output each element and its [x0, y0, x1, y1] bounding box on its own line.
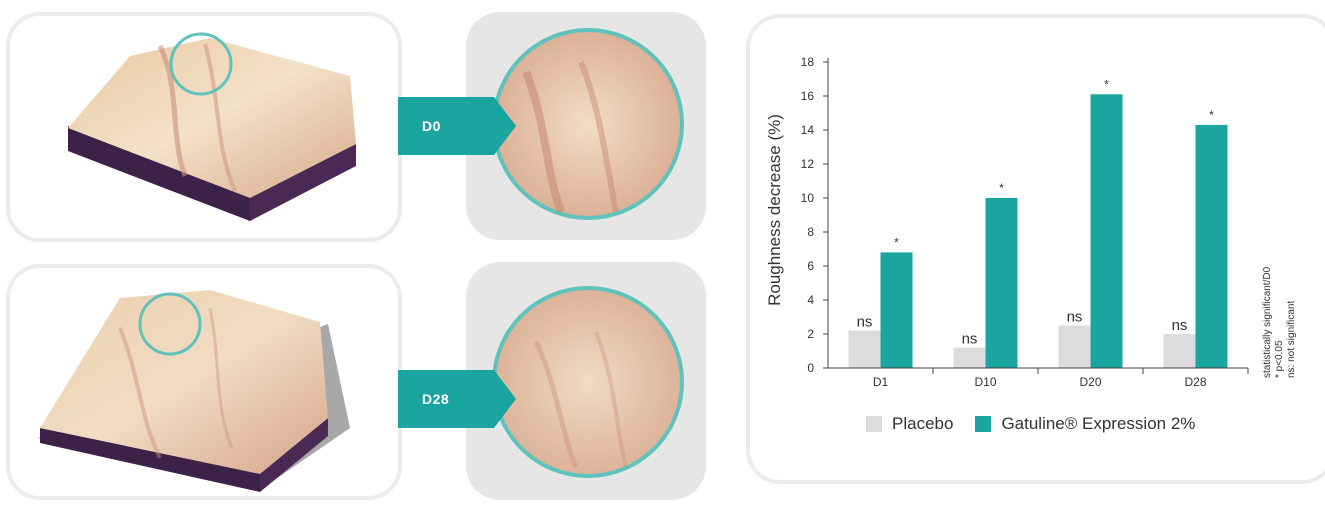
legend-item-gatuline: Gatuline® Expression 2%	[975, 414, 1195, 434]
d0-surface-panel	[6, 12, 402, 242]
y-tick-label: 14	[801, 123, 815, 137]
chart-panel	[746, 14, 1325, 484]
y-tick-label: 12	[801, 157, 815, 171]
d28-surface-image	[38, 290, 350, 492]
legend-label-gatuline: Gatuline® Expression 2%	[1001, 414, 1196, 433]
legend-swatch-placebo	[866, 416, 882, 432]
bar-placebo-d10	[953, 347, 986, 368]
bar-data-label: ns	[857, 314, 873, 331]
y-axis-label: Roughness decrease (%)	[765, 114, 784, 306]
bar-data-label: ns	[962, 331, 978, 348]
note-line-1: statistically significant/D0	[1262, 266, 1273, 378]
d0-tag-arrow	[494, 97, 516, 155]
x-tick-label: D28	[1184, 375, 1206, 389]
note-line-3: ns: not significant	[1286, 300, 1297, 378]
y-tick-label: 10	[801, 191, 815, 205]
y-tick-label: 16	[801, 89, 815, 103]
bar-gatuline-d10	[985, 198, 1018, 368]
d28-tag-arrow	[494, 370, 516, 428]
bar-placebo-d1	[848, 330, 881, 368]
roughness-bar-chart: 0 2 4 6 8 10 12 14 16 18 ns * ns * ns * ns * D1 D10 D20 D28…	[765, 55, 1249, 389]
legend-swatch-gatuline	[975, 416, 992, 432]
d0-tag: D0	[398, 97, 516, 155]
d28-tag-label: D28	[398, 370, 494, 428]
y-tick-label: 2	[807, 327, 814, 341]
bar-data-label: ns	[1067, 309, 1083, 326]
chart-legend: Placebo Gatuline® Expression 2%	[866, 414, 1217, 434]
y-tick-label: 0	[807, 361, 814, 375]
d28-tag: D28	[398, 370, 516, 428]
legend-label-placebo: Placebo	[892, 414, 954, 433]
bar-placebo-d28	[1163, 334, 1196, 368]
significance-note: statistically significant/D0 * p<0.05 ns…	[1262, 267, 1298, 378]
bar-data-label: *	[894, 235, 899, 249]
y-tick-label: 4	[807, 293, 814, 307]
note-line-2: * p<0.05	[1274, 340, 1285, 378]
bar-data-label: *	[1209, 108, 1214, 122]
d28-surface-panel	[6, 264, 402, 500]
bar-data-label: *	[999, 181, 1004, 195]
y-tick-label: 6	[807, 259, 814, 273]
bar-placebo-d20	[1058, 325, 1091, 368]
x-tick-label: D10	[974, 375, 996, 389]
d0-tag-label: D0	[398, 97, 494, 155]
bar-data-label: ns	[1172, 317, 1188, 334]
bar-gatuline-d20	[1090, 94, 1123, 369]
d0-surface-image	[68, 32, 356, 221]
legend-item-placebo: Placebo	[866, 414, 953, 434]
d28-zoom-panel	[466, 262, 706, 500]
y-tick-label: 8	[807, 225, 814, 239]
bar-data-label: *	[1104, 77, 1109, 91]
bar-gatuline-d1	[880, 252, 913, 368]
x-tick-label: D1	[873, 375, 889, 389]
bar-gatuline-d28	[1195, 124, 1228, 369]
d0-zoom-image	[492, 28, 684, 220]
x-tick-label: D20	[1079, 375, 1101, 389]
y-tick-label: 18	[801, 55, 815, 69]
